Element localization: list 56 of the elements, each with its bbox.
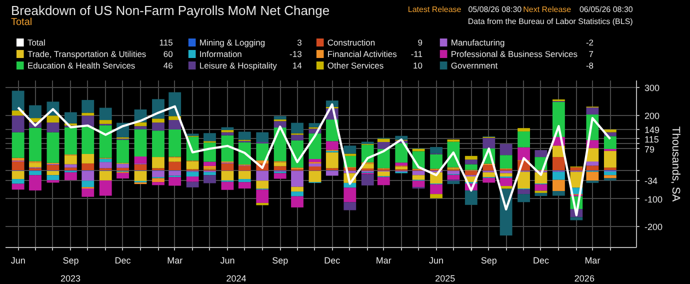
y-tick-label: 300	[644, 82, 660, 93]
legend-label: Mining & Logging	[199, 38, 266, 48]
x-tick-label: Sep	[272, 256, 288, 266]
legend-label: Total	[27, 38, 46, 48]
text: 2025	[435, 274, 456, 284]
y-tick-label: 200	[644, 110, 660, 121]
y-tick-label: -200	[644, 222, 663, 232]
x-tick-label: Mar	[167, 256, 183, 266]
y-tick-label: 79	[644, 144, 655, 154]
legend-label: Education & Health Services	[27, 60, 136, 70]
text: 14	[292, 60, 302, 70]
legend-label: Financial Activities	[327, 49, 397, 59]
text: 115	[159, 38, 174, 48]
x-tick-label: Jun	[220, 256, 235, 266]
y-tick-label: -100	[644, 194, 663, 204]
y-tick-label: 115	[644, 134, 659, 144]
legend-label: Leisure & Hospitality	[199, 60, 278, 70]
legend-label: Other Services	[327, 60, 384, 70]
legend-label: Information	[199, 49, 242, 59]
text: 60	[163, 49, 174, 59]
x-tick-label: Dec	[532, 256, 550, 266]
text: Data from the Bureau of Labor Statistics (BLS)	[468, 17, 634, 26]
x-tick-label: Dec	[324, 256, 341, 266]
x-tick-label: Sep	[480, 256, 497, 266]
legend-label: Government	[450, 60, 498, 70]
text: -2	[586, 38, 594, 48]
text: 2024	[226, 274, 246, 284]
text: 2023	[60, 274, 80, 284]
y-axis-title: Thousands, SA	[670, 126, 682, 202]
chart-title: Breakdown of US Non-Farm Payrolls MoM Net Change	[10, 3, 330, 18]
text: 9	[418, 38, 423, 48]
text: 46	[163, 60, 174, 70]
text: -13	[290, 49, 302, 59]
y-tick-label: -34	[644, 176, 658, 186]
text: 10	[413, 60, 423, 70]
x-tick-label: Mar	[584, 256, 600, 266]
legend-label: Manufacturing	[450, 38, 505, 48]
y-tick-label: 149	[644, 124, 660, 135]
legend-label: Professional & Business Services	[450, 49, 578, 59]
text: 05/08/26 08:30	[468, 5, 522, 14]
text: -8	[586, 60, 594, 70]
chart-subtitle: Total	[10, 17, 32, 28]
text: 3	[297, 38, 302, 48]
legend-label: Construction	[327, 38, 376, 48]
text: Next Release	[523, 5, 572, 14]
text: Latest Release	[408, 5, 462, 14]
legend-label: Trade, Transportation & Utilities	[27, 49, 146, 59]
x-tick-label: Dec	[114, 256, 132, 266]
text: 06/05/26 08:30	[579, 5, 634, 14]
text: -11	[410, 49, 423, 59]
x-tick-label: Mar	[376, 256, 392, 266]
x-tick-label: Jun	[10, 256, 26, 266]
text: 2026	[574, 274, 594, 284]
x-tick-label: Jun	[429, 256, 444, 266]
text: 7	[588, 49, 594, 59]
x-tick-label: Sep	[62, 256, 79, 266]
